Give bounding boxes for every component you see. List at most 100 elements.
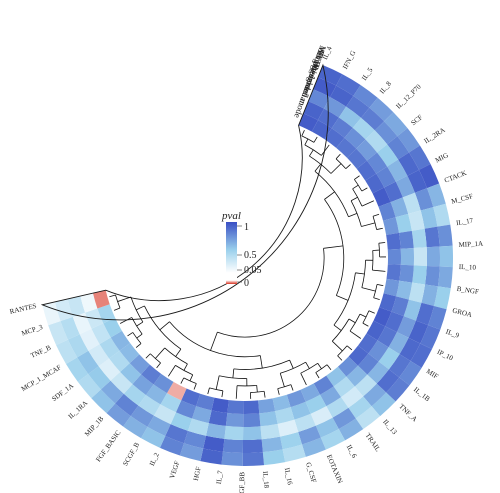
heatmap-cell-TNF_A-2 — [376, 369, 400, 393]
heatmap-cell-SCGF_B-4 — [160, 393, 182, 413]
dendrogram-arc — [349, 313, 361, 332]
heatmap-cell-HGF-1 — [200, 448, 223, 465]
dendrogram-branch — [359, 313, 367, 318]
heatmap-cell-SCF-3 — [365, 130, 388, 153]
heatmap-cell-HGF-5 — [211, 397, 229, 413]
cytokine-label-IL_10: IL_10 — [459, 263, 477, 272]
cytokine-label-FGF_BASIC: FGF_BASIC — [94, 429, 122, 464]
heatmap-cell-SDF_1A-1 — [77, 373, 101, 399]
heatmap-cell-MIF-5 — [366, 320, 386, 341]
dendrogram-branch — [352, 184, 359, 190]
heatmap-cell-IFN_G-4 — [303, 101, 325, 121]
heatmap-cell-PDGF_BB-4 — [243, 413, 261, 428]
dendrogram-branch — [361, 222, 376, 227]
heatmap-cell-SDF_1A-2 — [88, 366, 111, 390]
heatmap-cell-IL_7-5 — [227, 400, 244, 414]
dendrogram-branch — [315, 372, 320, 379]
heatmap-cell-IL_2-1 — [159, 435, 184, 456]
dendrogram-branch — [159, 321, 170, 331]
dendrogram-branch — [277, 388, 280, 395]
cytokine-label-SDF_1A: SDF_1A — [50, 382, 75, 403]
heatmap-cell-B_NGF-5 — [386, 264, 401, 281]
heatmap-cell-B_NGF-4 — [399, 264, 414, 283]
cytokine-label-VEGF: VEGF — [168, 460, 181, 480]
heatmap-cell-TNF_A-4 — [357, 353, 379, 375]
heatmap-cell-IL_18-5 — [258, 398, 276, 414]
dendrogram-branch — [119, 317, 132, 324]
heatmap-cell-RANTES-3 — [67, 296, 86, 317]
heatmap-cell-FGF_BASIC-1 — [123, 416, 148, 439]
dendrogram-arc — [250, 390, 265, 393]
heatmap-cell-IL_1B-4 — [368, 340, 389, 362]
heatmap-cell-IL_5-2 — [330, 85, 354, 107]
heatmap-cell-VEGF-3 — [188, 418, 209, 436]
heatmap-cell-EOTAXIN-3 — [310, 406, 333, 426]
heatmap-cell-B_NGF-1 — [437, 266, 453, 289]
heatmap-cell-IL_9-5 — [379, 293, 397, 312]
heatmap-cell-SCGF_B-3 — [154, 404, 176, 425]
dendrogram-branch — [337, 355, 343, 361]
dendrogram-branch — [348, 318, 356, 324]
heatmap-cell-FGF_BASIC-3 — [138, 394, 161, 416]
heatmap-cell-MIP_1B-4 — [132, 374, 154, 395]
dendrogram-branch — [210, 331, 218, 351]
cytokine-label-SCGF_B: SCGF_B — [121, 441, 141, 468]
heatmap-cell-IL_6-3 — [338, 106, 362, 128]
dendrogram-branch — [193, 383, 197, 390]
dendrogram-branch — [127, 332, 134, 337]
dendrogram-arc — [362, 310, 370, 324]
dendrogram-branch — [376, 227, 383, 230]
heatmap-cell-TRAIL-4 — [333, 376, 355, 398]
heatmap-cell-TNF_B-3 — [79, 328, 100, 351]
heatmap-cell-GROA-3 — [408, 282, 426, 303]
dendrogram-branch — [372, 213, 380, 217]
dendrogram-branch — [368, 310, 375, 314]
heatmap-cell-RANTES-4 — [80, 293, 98, 313]
dendrogram-branch — [348, 212, 358, 218]
heatmap-cell-CTACK-2 — [407, 169, 428, 193]
heatmap-cell-MIP_1B-2 — [115, 393, 139, 417]
heatmap-cell-IL_4-3 — [326, 397, 349, 418]
heatmap-cell-IL_1RA-1 — [91, 389, 116, 414]
heatmap-cell-IL_2-3 — [170, 412, 193, 431]
heatmap-cell-HGF-2 — [203, 435, 225, 452]
heatmap-cell-PDGF_BB-5 — [243, 400, 260, 414]
legend-title: pval — [221, 210, 241, 222]
cytokine-label-MCP_1_MCAF: MCP_1_MCAF — [20, 363, 63, 393]
heatmap-cell-IL_1B-1 — [399, 360, 422, 386]
heatmap-cell-IL_10-4 — [400, 248, 414, 266]
dendrogram-branch — [324, 191, 335, 200]
heatmap-cell-GROA-5 — [383, 278, 400, 297]
heatmap-cell-IL_5-1 — [336, 74, 361, 96]
heatmap-cell-IL_17-5 — [383, 217, 399, 236]
heatmap-cell-IL_2RA-1 — [397, 128, 420, 153]
heatmap-cell-MIP_1B-3 — [123, 384, 146, 406]
colorbar — [226, 222, 237, 284]
heatmap-cell-TNF_B-4 — [91, 323, 111, 345]
heatmap-cell-IL_12_P70-5 — [336, 137, 357, 158]
dendrogram-branch — [289, 359, 294, 369]
heatmap-cell-IL_17-1 — [433, 203, 451, 227]
heatmap-cell-IP_10-5 — [373, 307, 392, 327]
dendrogram-branch — [290, 384, 294, 391]
heatmap-cell-SDF_1A-4 — [109, 350, 130, 372]
cytokine-label-IL_8: IL_8 — [378, 80, 393, 96]
legend-tick-0.05: 0.05 — [244, 265, 262, 276]
heatmap-cell-RANTES-2 — [54, 298, 73, 322]
heatmap-cell-FGF_BASIC-2 — [130, 405, 154, 427]
heatmap-cell-G_CSF-1 — [302, 437, 326, 457]
heatmap-cell-RANTES-1 — [42, 301, 61, 326]
heatmap-cell-GROA-2 — [421, 284, 438, 306]
heatmap-cell-TNF_B-2 — [67, 334, 89, 358]
heatmap-cell-M_CSF-1 — [427, 183, 446, 208]
dendrogram-branch — [361, 200, 375, 207]
dendrogram-branch — [300, 373, 307, 386]
heatmap-cell-IL_13-2 — [363, 383, 387, 407]
heatmap-cell-TRAIL-2 — [348, 396, 372, 419]
heatmap-cell-IL_13-1 — [371, 392, 396, 417]
heatmap-cell-IL_9-3 — [403, 299, 422, 321]
cytokine-label-IL_1B: IL_1B — [412, 386, 432, 404]
cytokine-label-IL_13: IL_13 — [381, 418, 399, 437]
heatmap-cell-IL_10-5 — [387, 248, 401, 265]
